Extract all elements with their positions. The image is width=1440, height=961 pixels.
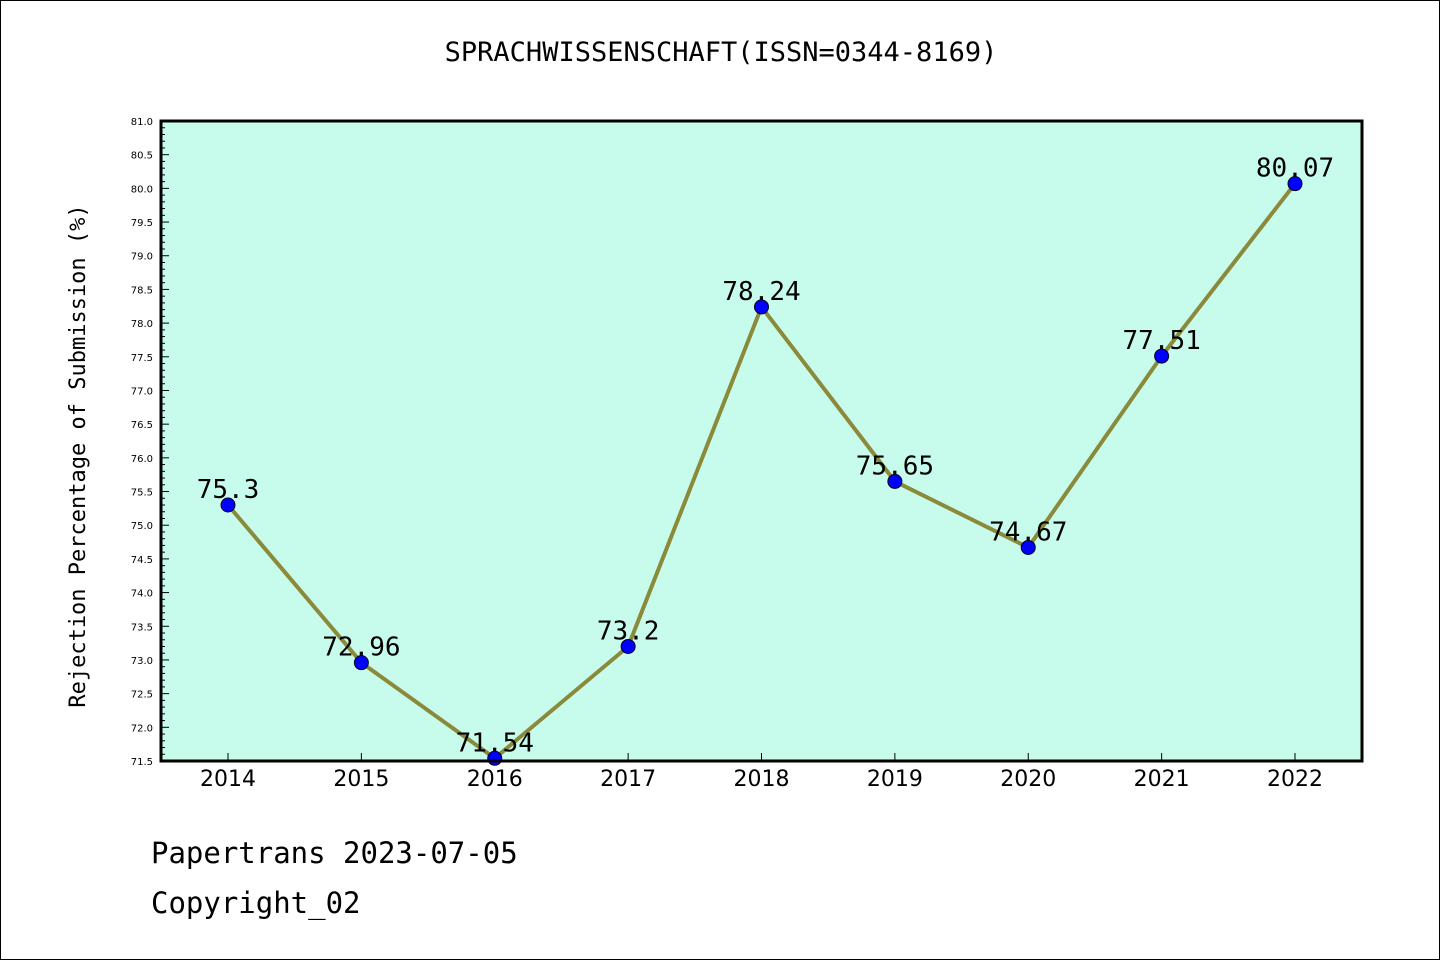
data-label: 73.2 — [597, 616, 660, 646]
data-point — [220, 497, 236, 513]
y-tick-label: 72.5 — [131, 690, 153, 701]
y-tick-label: 76.5 — [131, 420, 153, 431]
x-tick-label: 2014 — [200, 767, 256, 792]
data-label: 71.54 — [456, 728, 534, 758]
y-tick-label: 71.5 — [131, 757, 153, 768]
data-point — [887, 473, 903, 489]
x-tick-label: 2020 — [1000, 767, 1056, 792]
y-tick-label: 78.0 — [131, 319, 153, 330]
y-tick-label: 75.5 — [131, 488, 153, 499]
y-tick-label: 78.5 — [131, 285, 153, 296]
footer-date: Papertrans 2023-07-05 — [151, 836, 518, 870]
x-tick-label: 2019 — [867, 767, 923, 792]
y-tick-label: 80.5 — [131, 151, 153, 162]
data-markers — [220, 176, 1303, 766]
y-tick-label: 74.5 — [131, 555, 153, 566]
footer-copyright: Copyright_02 — [151, 886, 361, 920]
y-tick-label: 79.0 — [131, 252, 153, 263]
data-point — [1154, 348, 1170, 364]
y-tick-label: 73.0 — [131, 656, 153, 667]
data-point — [1287, 176, 1303, 192]
data-label: 72.96 — [322, 633, 400, 663]
x-tick-label: 2018 — [734, 767, 790, 792]
x-tick-label: 2022 — [1267, 767, 1323, 792]
y-tick-label: 79.5 — [131, 218, 153, 229]
data-point — [353, 655, 369, 671]
data-point — [754, 299, 769, 315]
y-tick-label: 80.0 — [131, 184, 153, 195]
data-label: 75.3 — [197, 475, 260, 505]
y-tick-label: 81.0 — [131, 117, 153, 128]
data-point — [620, 638, 636, 654]
plot-frame — [159, 119, 1364, 763]
data-label: 75.65 — [856, 451, 934, 481]
y-tick-label: 77.5 — [131, 353, 153, 364]
x-tick-label: 2021 — [1134, 767, 1190, 792]
y-axis-ticks: 71.5 72.0 72.5 73.0 73.5 74.0 74.5 75.0 75.5 76.0… — [131, 117, 169, 768]
data-label: 78.24 — [722, 277, 800, 307]
data-point — [1020, 539, 1036, 555]
y-axis-title: Rejection Percentage of Submission (%) — [66, 204, 91, 707]
y-tick-label: 76.0 — [131, 454, 153, 465]
plot-area — [161, 121, 1362, 761]
data-label: 77.51 — [1122, 326, 1200, 356]
data-label: 80.07 — [1256, 154, 1334, 184]
data-label: 74.67 — [989, 517, 1067, 547]
x-tick-label: 2016 — [467, 767, 523, 792]
y-tick-label: 75.0 — [131, 521, 153, 532]
x-tick-label: 2017 — [600, 767, 656, 792]
y-tick-label: 73.5 — [131, 622, 153, 633]
y-tick-label: 74.0 — [131, 589, 153, 600]
x-tick-label: 2015 — [333, 767, 389, 792]
chart-title: SPRACHWISSENSCHAFT(ISSN=0344-8169) — [444, 37, 998, 68]
data-labels: 75.3 72.96 71.54 73.2 78.24 75.65 74.67 77.51 80… — [197, 154, 1334, 759]
y-tick-label: 77.0 — [131, 386, 153, 397]
y-tick-label: 72.0 — [131, 723, 153, 734]
